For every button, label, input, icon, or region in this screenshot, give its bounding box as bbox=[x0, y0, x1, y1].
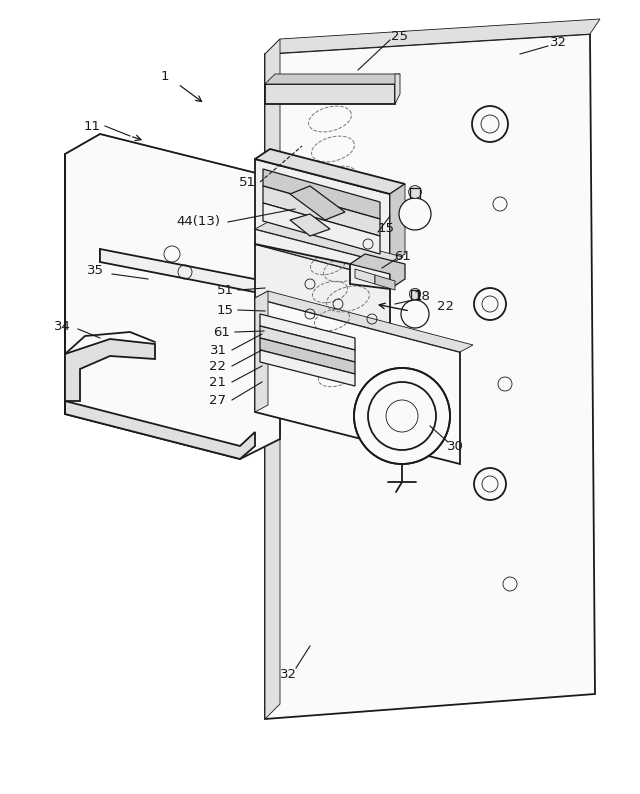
Circle shape bbox=[408, 186, 421, 198]
Text: 21: 21 bbox=[209, 376, 227, 388]
Polygon shape bbox=[255, 291, 268, 412]
Polygon shape bbox=[255, 229, 390, 289]
Text: 1: 1 bbox=[161, 70, 169, 83]
Polygon shape bbox=[260, 326, 355, 362]
Text: 31: 31 bbox=[209, 344, 227, 357]
Text: 51: 51 bbox=[239, 175, 255, 188]
Polygon shape bbox=[65, 339, 155, 401]
Polygon shape bbox=[355, 269, 375, 284]
Polygon shape bbox=[260, 314, 355, 350]
Polygon shape bbox=[255, 222, 403, 264]
Polygon shape bbox=[255, 291, 473, 352]
Text: 51: 51 bbox=[216, 283, 234, 296]
Polygon shape bbox=[65, 401, 255, 459]
Text: 30: 30 bbox=[447, 440, 463, 453]
Circle shape bbox=[354, 368, 450, 464]
Polygon shape bbox=[375, 275, 395, 290]
Text: 25: 25 bbox=[392, 29, 408, 43]
Polygon shape bbox=[260, 338, 355, 374]
Text: 61: 61 bbox=[395, 249, 412, 263]
Text: 22: 22 bbox=[209, 360, 227, 372]
Polygon shape bbox=[390, 184, 405, 264]
Text: 27: 27 bbox=[209, 394, 227, 407]
Text: 15: 15 bbox=[378, 222, 394, 236]
Polygon shape bbox=[265, 19, 600, 54]
Text: 15: 15 bbox=[216, 303, 234, 317]
Text: 18: 18 bbox=[413, 291, 431, 303]
Polygon shape bbox=[290, 214, 330, 236]
Polygon shape bbox=[65, 134, 280, 459]
Polygon shape bbox=[263, 203, 380, 254]
Circle shape bbox=[399, 198, 431, 230]
Circle shape bbox=[474, 468, 506, 500]
Text: 61: 61 bbox=[214, 326, 230, 338]
Text: 32: 32 bbox=[280, 668, 296, 680]
Circle shape bbox=[472, 106, 508, 142]
Polygon shape bbox=[395, 74, 400, 104]
Text: 44(13): 44(13) bbox=[176, 215, 220, 229]
Polygon shape bbox=[255, 149, 405, 194]
Polygon shape bbox=[263, 169, 380, 219]
Polygon shape bbox=[350, 254, 405, 289]
Circle shape bbox=[410, 288, 420, 299]
Polygon shape bbox=[265, 74, 400, 84]
Polygon shape bbox=[265, 34, 595, 719]
Text: 22: 22 bbox=[436, 300, 454, 314]
Polygon shape bbox=[260, 350, 355, 386]
Circle shape bbox=[401, 300, 429, 328]
Polygon shape bbox=[265, 84, 395, 104]
Polygon shape bbox=[255, 244, 390, 334]
Polygon shape bbox=[263, 186, 380, 236]
Polygon shape bbox=[265, 39, 280, 719]
Polygon shape bbox=[255, 237, 403, 280]
Text: 34: 34 bbox=[54, 319, 70, 333]
Circle shape bbox=[474, 288, 506, 320]
Polygon shape bbox=[290, 186, 345, 220]
Text: 11: 11 bbox=[83, 120, 100, 133]
Text: 32: 32 bbox=[550, 36, 566, 48]
Polygon shape bbox=[255, 298, 460, 464]
Polygon shape bbox=[255, 159, 390, 264]
Polygon shape bbox=[100, 249, 280, 297]
Text: 35: 35 bbox=[86, 264, 104, 277]
